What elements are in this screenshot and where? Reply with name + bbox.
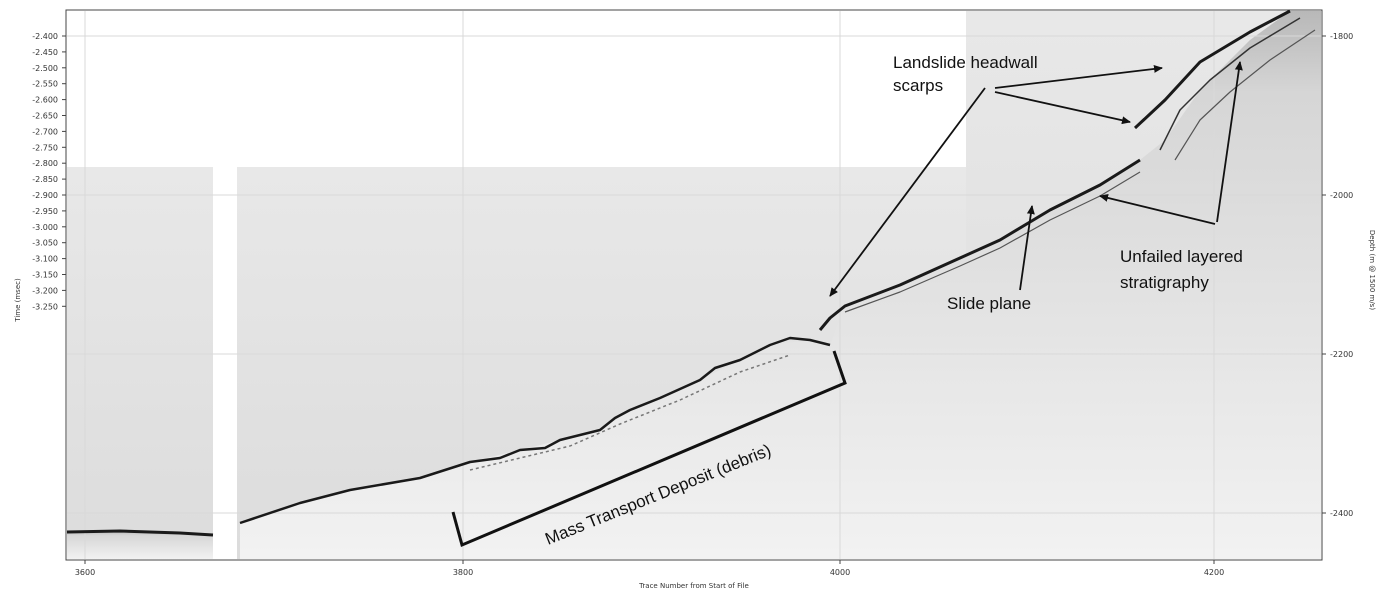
left-axis-tick-label: -2.750 — [32, 143, 58, 152]
mass-transport-bracket — [451, 350, 847, 548]
arrow-stratigraphy-lower — [1099, 194, 1216, 225]
arrow-headwall-lower — [829, 87, 986, 297]
left-axis-tick-label: -2.900 — [32, 191, 58, 200]
headwall-label-line2: scarps — [893, 76, 943, 95]
arrow-slide-plane — [1019, 205, 1035, 291]
left-axis-tick-label: -2.950 — [32, 207, 58, 216]
left-axis-tick-label: -3.200 — [32, 286, 58, 295]
bottom-axis-tick-label: 3800 — [453, 568, 473, 577]
sediment-fill-main — [240, 11, 1321, 559]
bottom-axis-title: Trace Number from Start of File — [638, 582, 749, 590]
left-axis-tick-label: -3.150 — [32, 271, 58, 280]
left-axis-tick-label: -3.250 — [32, 302, 58, 311]
slide-plane-reflector — [818, 158, 1141, 331]
headwall-label-line1: Landslide headwall — [893, 53, 1038, 72]
right-axis-tick-label: -2000 — [1330, 191, 1353, 200]
sediment-fill-left — [67, 531, 213, 559]
left-axis-tick-label: -2.500 — [32, 64, 58, 73]
arrow-headwall-upper — [994, 64, 1163, 89]
unfailed-label-line2: stratigraphy — [1120, 273, 1209, 292]
bottom-axis-tick-label: 4000 — [830, 568, 850, 577]
right-axis-tick-label: -2400 — [1330, 509, 1353, 518]
left-axis-tick-label: -3.050 — [32, 239, 58, 248]
unfailed-label-line1: Unfailed layered — [1120, 247, 1243, 266]
left-axis-tick-label: -2.650 — [32, 112, 58, 121]
left-axis-tick-label: -2.550 — [32, 80, 58, 89]
water-column-wash-left — [67, 167, 213, 559]
bottom-axis-tick-label: 4200 — [1204, 568, 1224, 577]
seafloor-reflector-left — [66, 529, 214, 537]
bottom-axis-tick-label: 3600 — [75, 568, 95, 577]
left-axis-title: Time (msec) — [14, 278, 22, 323]
right-axis-ticks: -1800 -2000 -2200 -2400 — [1322, 32, 1353, 518]
arrow-headwall-middle — [994, 91, 1131, 125]
grid — [67, 11, 1321, 559]
right-axis-tick-label: -2200 — [1330, 350, 1353, 359]
layered-stratigraphy-reflector-1 — [1159, 17, 1301, 151]
debris-internal-reflector — [469, 354, 791, 471]
arrow-stratigraphy-upper — [1216, 61, 1243, 223]
data-gap — [213, 167, 237, 559]
right-axis-title: Depth (m @ 1500 m/s) — [1368, 230, 1376, 310]
mass-transport-seafloor-reflector — [239, 336, 831, 525]
left-axis-ticks: -2.400 -2.450 -2.500 -2.550 -2.600 -2.650 -2.7… — [32, 32, 66, 311]
left-axis-tick-label: -2.450 — [32, 48, 58, 57]
left-axis-tick-label: -3.100 — [32, 255, 58, 264]
left-axis-tick-label: -2.600 — [32, 96, 58, 105]
annotation-arrows — [829, 61, 1243, 297]
left-axis-tick-label: -2.400 — [32, 32, 58, 41]
left-axis-tick-label: -2.700 — [32, 127, 58, 136]
left-axis-tick-label: -3.000 — [32, 223, 58, 232]
slide-plane-label: Slide plane — [947, 294, 1031, 313]
right-axis-tick-label: -1800 — [1330, 32, 1353, 41]
bottom-axis-ticks: 3600 3800 4000 4200 — [75, 560, 1224, 577]
left-axis-tick-label: -2.850 — [32, 175, 58, 184]
headwall-scarp-reflector — [1133, 9, 1291, 130]
layered-stratigraphy-reflector-2 — [1174, 29, 1316, 161]
left-axis-tick-label: -2.800 — [32, 159, 58, 168]
